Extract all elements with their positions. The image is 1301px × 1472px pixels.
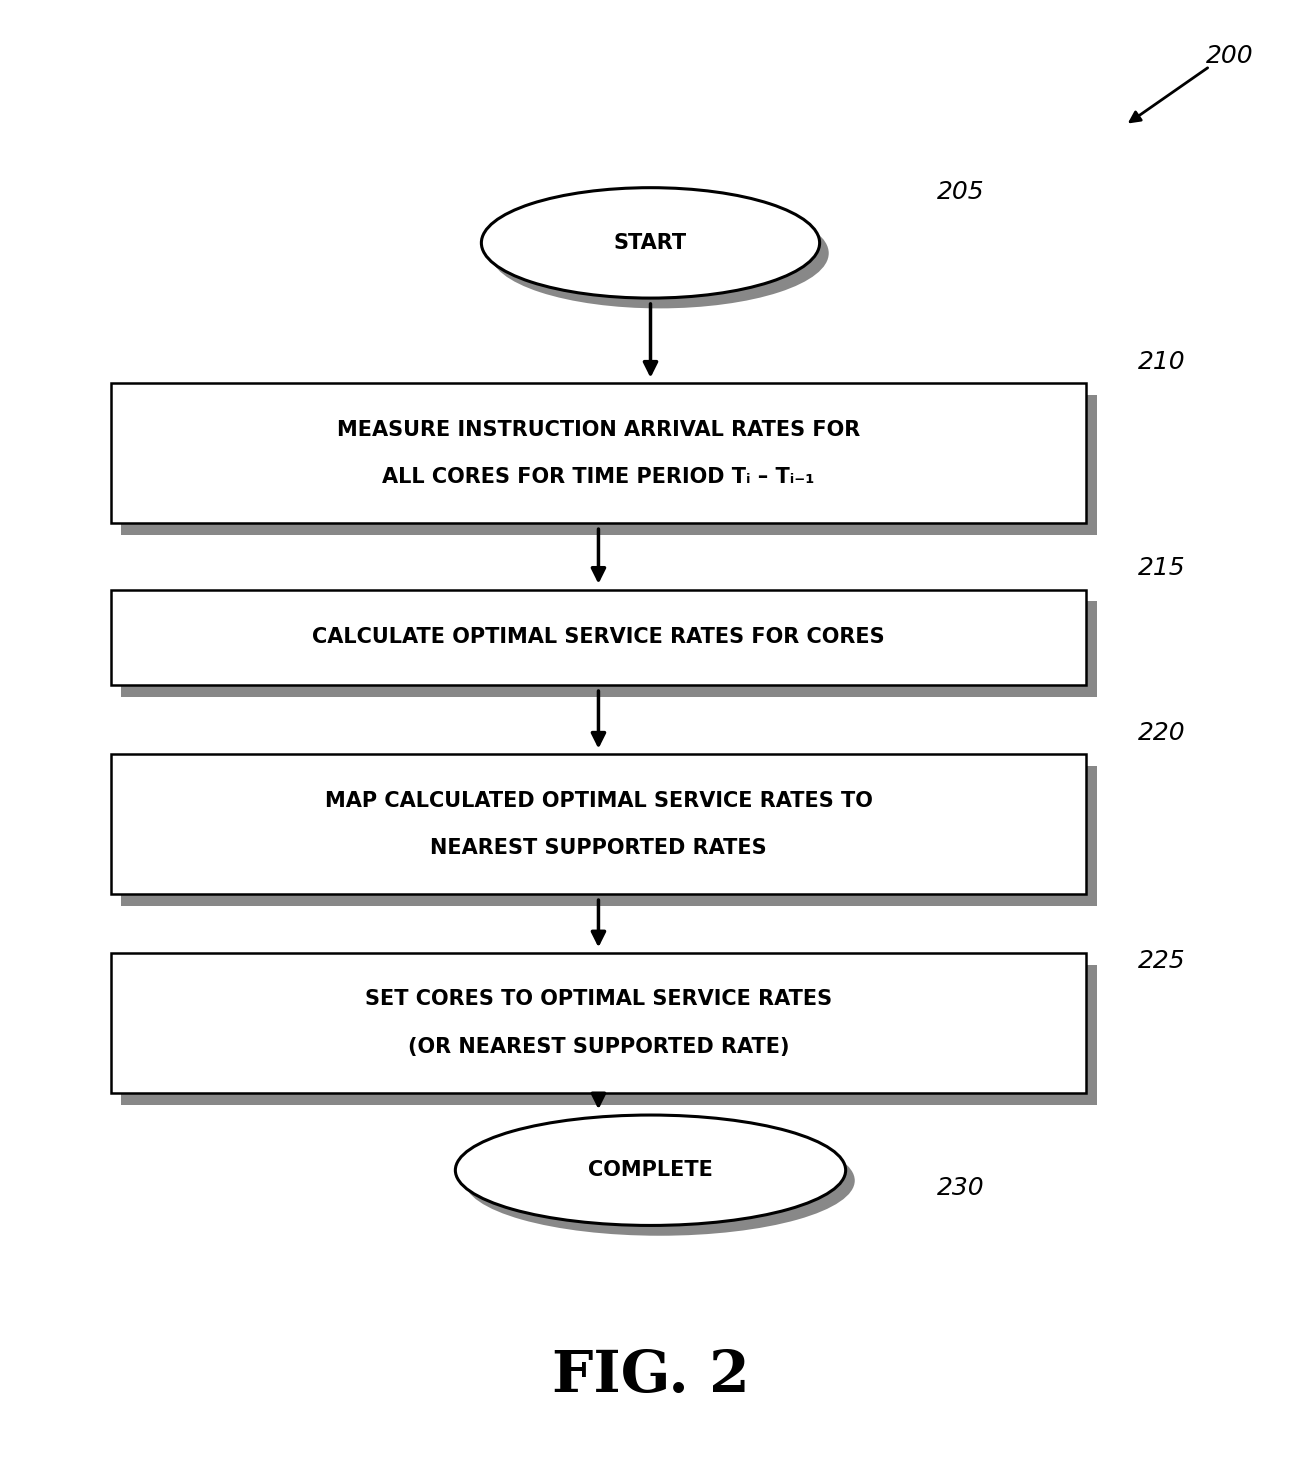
Text: CALCULATE OPTIMAL SERVICE RATES FOR CORES: CALCULATE OPTIMAL SERVICE RATES FOR CORE…: [312, 627, 885, 648]
Text: START: START: [614, 233, 687, 253]
Ellipse shape: [455, 1116, 846, 1225]
FancyBboxPatch shape: [111, 954, 1086, 1092]
Text: MAP CALCULATED OPTIMAL SERVICE RATES TO: MAP CALCULATED OPTIMAL SERVICE RATES TO: [324, 790, 873, 811]
FancyBboxPatch shape: [121, 966, 1097, 1104]
FancyBboxPatch shape: [111, 754, 1086, 895]
FancyBboxPatch shape: [121, 602, 1097, 698]
Text: ALL CORES FOR TIME PERIOD Tᵢ – Tᵢ₋₁: ALL CORES FOR TIME PERIOD Tᵢ – Tᵢ₋₁: [382, 467, 814, 487]
Ellipse shape: [490, 197, 829, 309]
Text: COMPLETE: COMPLETE: [588, 1160, 713, 1181]
Ellipse shape: [481, 188, 820, 299]
FancyBboxPatch shape: [121, 396, 1097, 536]
FancyBboxPatch shape: [111, 384, 1086, 524]
Text: 215: 215: [1138, 556, 1187, 580]
Text: 220: 220: [1138, 721, 1187, 745]
Text: FIG. 2: FIG. 2: [552, 1348, 749, 1404]
Text: 230: 230: [937, 1176, 985, 1200]
Text: 205: 205: [937, 180, 985, 203]
FancyBboxPatch shape: [111, 590, 1086, 686]
Text: 210: 210: [1138, 350, 1187, 374]
Text: NEAREST SUPPORTED RATES: NEAREST SUPPORTED RATES: [431, 838, 766, 858]
Text: MEASURE INSTRUCTION ARRIVAL RATES FOR: MEASURE INSTRUCTION ARRIVAL RATES FOR: [337, 420, 860, 440]
Ellipse shape: [464, 1126, 855, 1236]
Text: 225: 225: [1138, 949, 1187, 973]
Text: 200: 200: [1206, 44, 1253, 68]
FancyBboxPatch shape: [121, 765, 1097, 905]
Text: (OR NEAREST SUPPORTED RATE): (OR NEAREST SUPPORTED RATE): [407, 1036, 790, 1057]
Text: SET CORES TO OPTIMAL SERVICE RATES: SET CORES TO OPTIMAL SERVICE RATES: [364, 989, 833, 1010]
